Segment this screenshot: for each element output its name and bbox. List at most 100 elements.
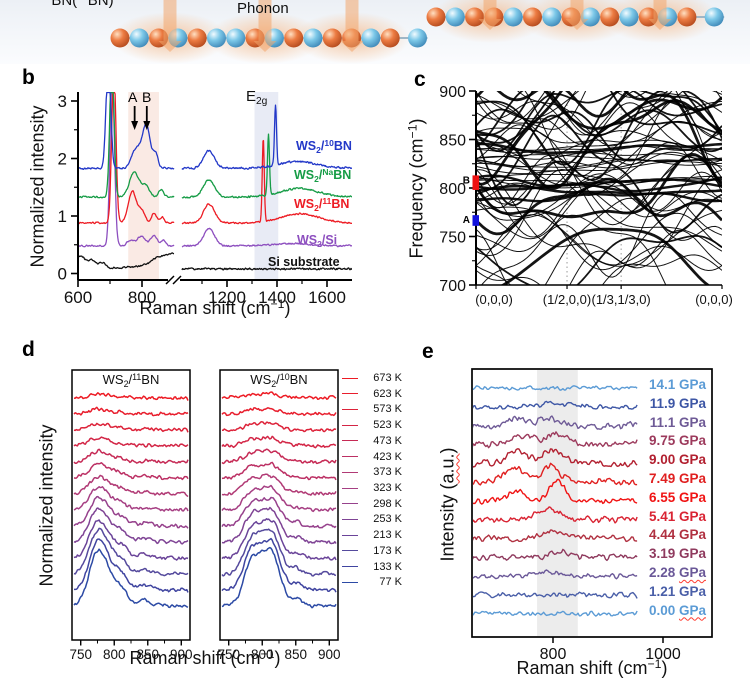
phonon-band: [476, 91, 722, 166]
pressure-value: 9.75: [648, 433, 679, 449]
pressure-spectrum-1.21: [473, 591, 638, 599]
phonon-arrow-icon: [253, 0, 277, 52]
label-part: a.u.: [437, 453, 458, 484]
pressure-spectrum-6.55: [473, 478, 638, 505]
temp-spectrum-523K: [221, 435, 337, 449]
legend-item: 77 K: [342, 575, 402, 589]
panel-e-letter: e: [422, 340, 434, 363]
temp-spectrum-323K: [73, 486, 189, 512]
d-xtick-label: 800: [251, 647, 274, 662]
legend-line-sample: [342, 534, 358, 536]
legend-item: 213 K: [342, 528, 402, 542]
peak-b-annotation: B: [142, 89, 152, 105]
label-part: Raman shift (cm: [139, 298, 271, 318]
pressure-spectrum-0.00: [473, 610, 638, 617]
nitrogen-atom: [226, 28, 246, 48]
legend-line-sample: [342, 440, 358, 442]
pressure-value: 3.19: [648, 546, 679, 562]
c-xtick-label: (1/3,1/3,0): [592, 292, 651, 307]
pressure-unit: GPa: [678, 489, 706, 505]
legend-line-sample: [342, 377, 358, 379]
temp-spectrum-573K: [73, 422, 189, 433]
label-part: ): [284, 298, 291, 318]
highlight-band: [128, 92, 159, 280]
panel-d-plot-1: 750 800 850 900: [217, 369, 341, 662]
c-ytick-label: 800: [439, 181, 466, 198]
legend-label: 298 K: [373, 497, 402, 510]
series-label-0: Si substrate: [268, 255, 340, 269]
pressure-label: 3.19 GPa: [649, 546, 706, 561]
c-xtick-label: (0,0,0): [695, 292, 733, 307]
pressure-unit: GPa: [678, 508, 706, 524]
legend-label: 473 K: [373, 434, 402, 447]
panel-d-plot-0: 750 800 850 900: [69, 369, 193, 662]
label-part: 11: [77, 0, 88, 3]
pressure-unit: GPa: [678, 414, 706, 430]
spectrum-3: [181, 133, 352, 199]
pressure-label: 11.9 GPa: [650, 396, 706, 411]
legend-label: 253 K: [373, 513, 402, 526]
d-xtick-label: 850: [284, 647, 307, 662]
boron-atom: [380, 28, 400, 48]
legend-item: 373 K: [342, 465, 402, 479]
pressure-label: 7.49 GPa: [649, 471, 706, 486]
nitrogen-atom: [704, 7, 724, 27]
pressure-label: 6.55 GPa: [649, 490, 706, 505]
legend-item: 173 K: [342, 544, 402, 558]
spectrum-1: [181, 227, 352, 248]
pressure-label: 9.00 GPa: [649, 452, 706, 467]
pressure-label: 2.28 GPa: [649, 565, 706, 580]
pressure-value: 1.21: [648, 583, 679, 599]
temp-spectrum-77K: [221, 546, 337, 609]
temp-spectrum-623K: [73, 406, 189, 417]
nitrogen-atom: [445, 7, 465, 27]
pressure-unit: GPa: [678, 433, 706, 449]
d-xtick-label: 900: [318, 647, 341, 662]
label-part: 10: [40, 0, 51, 3]
pressure-unit: GPa: [678, 395, 706, 411]
panel-c-ylabel: Frequency (cm−1): [405, 94, 428, 284]
b-ytick-label: 0: [58, 265, 67, 284]
nitrogen-atom: [361, 28, 381, 48]
d-plot-frame: [71, 369, 191, 641]
pressure-spectrum-2.28: [473, 569, 638, 580]
phonon-arrow-icon: [340, 0, 364, 52]
temp-spectrum-573K: [221, 421, 337, 433]
temp-spectrum-473K: [73, 448, 189, 465]
legend-label: 77 K: [379, 576, 402, 589]
pressure-value: 5.41: [648, 508, 679, 524]
peak-a-annotation: A: [128, 89, 138, 105]
panel-c-plot: 700 750 800 850 900 (0,0,0) (1/2,0,0) (1/3,1/3,…: [439, 84, 733, 307]
c-ytick-label: 700: [439, 278, 466, 295]
legend-item: 623 K: [342, 387, 402, 401]
legend-line-sample: [342, 393, 358, 395]
e2g-annotation: E2g: [246, 88, 267, 107]
pressure-value: 7.49: [648, 471, 679, 486]
temp-spectrum-213K: [73, 519, 189, 561]
phonon-band: [480, 214, 667, 285]
phonon-band: [476, 197, 722, 285]
series-label-1: WS2/Si: [297, 233, 338, 249]
phonon-band: [476, 91, 722, 120]
pressure-spectrum-7.49: [473, 462, 638, 486]
phonon-band: [476, 108, 722, 162]
phonon-band: [476, 254, 722, 285]
legend-line-sample: [342, 566, 358, 568]
phonon-band: [476, 91, 722, 137]
boron-atom: [110, 28, 130, 48]
legend-label: 623 K: [373, 387, 402, 400]
temp-spectrum-133K: [221, 537, 337, 593]
temp-spectrum-623K: [221, 407, 337, 417]
label-part: Raman shift (cm: [129, 648, 261, 668]
phonon-band: [476, 184, 722, 196]
label-part: 11: [132, 371, 142, 382]
temp-spectrum-423K: [73, 462, 189, 481]
c-ytick-label: 900: [439, 84, 466, 101]
pressure-unit: GPa: [678, 602, 706, 618]
legend-label: 673 K: [373, 372, 402, 384]
e-plot-frame: [471, 368, 713, 638]
temp-spectrum-673K: [221, 391, 337, 401]
legend-item: 523 K: [342, 418, 402, 432]
mode-marker-B: [472, 175, 479, 190]
